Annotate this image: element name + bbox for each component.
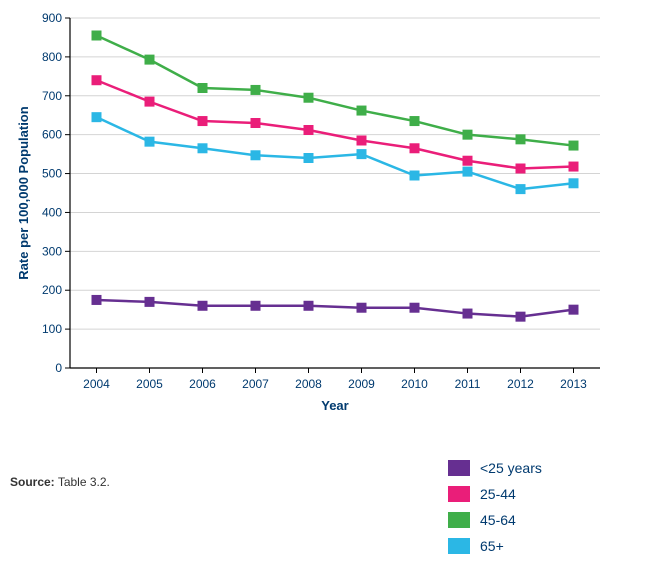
series-marker: [569, 162, 579, 172]
series-marker: [251, 118, 261, 128]
series-marker: [198, 301, 208, 311]
legend-item: 65+: [448, 533, 542, 559]
legend-label: 65+: [480, 538, 504, 554]
series-marker: [92, 295, 102, 305]
series-marker: [198, 83, 208, 93]
legend-swatch: [448, 486, 470, 502]
legend-item: <25 years: [448, 455, 542, 481]
x-axis-title: Year: [321, 398, 348, 413]
x-tick-label: 2008: [295, 377, 322, 391]
x-tick-label: 2004: [83, 377, 110, 391]
series-marker: [92, 31, 102, 41]
series-marker: [251, 85, 261, 95]
page-root: 0 100 200 300 400 500 600 700 800 900 2004 2005 2006…: [0, 0, 650, 580]
series-marker: [410, 143, 420, 153]
series-marker: [410, 303, 420, 313]
series-marker: [463, 309, 473, 319]
x-tick-label: 2013: [560, 377, 587, 391]
x-tick-label: 2009: [348, 377, 375, 391]
series-marker: [357, 303, 367, 313]
legend-label: <25 years: [480, 460, 542, 476]
chart-legend: <25 years 25-44 45-64 65+: [448, 455, 542, 559]
series-marker: [569, 141, 579, 151]
series-marker: [304, 93, 314, 103]
series-marker: [463, 130, 473, 140]
series-marker: [516, 184, 526, 194]
series-marker: [357, 106, 367, 116]
legend-swatch: [448, 538, 470, 554]
y-tick-label: 500: [42, 167, 62, 181]
legend-swatch: [448, 460, 470, 476]
legend-label: 25-44: [480, 486, 516, 502]
series-marker: [92, 75, 102, 85]
line-chart: 0 100 200 300 400 500 600 700 800 900 2004 2005 2006…: [10, 10, 615, 420]
y-tick-label: 800: [42, 50, 62, 64]
series-marker: [198, 116, 208, 126]
series-line: [97, 36, 574, 146]
legend-item: 25-44: [448, 481, 542, 507]
series-marker: [463, 167, 473, 177]
series-line: [97, 117, 574, 189]
y-tick-label: 100: [42, 322, 62, 336]
series-marker: [304, 125, 314, 135]
y-tick-label: 0: [55, 361, 62, 375]
x-tick-label: 2007: [242, 377, 269, 391]
y-tick-label: 600: [42, 128, 62, 142]
series-marker: [251, 150, 261, 160]
series-marker: [569, 305, 579, 315]
y-tick-label: 900: [42, 11, 62, 25]
series-marker: [198, 143, 208, 153]
series-marker: [304, 301, 314, 311]
chart-svg: 0 100 200 300 400 500 600 700 800 900 2004 2005 2006…: [10, 10, 615, 420]
series-line: [97, 300, 574, 317]
y-tick-label: 700: [42, 89, 62, 103]
source-text: Table 3.2.: [58, 475, 110, 489]
legend-swatch: [448, 512, 470, 528]
series-marker: [410, 171, 420, 181]
series-marker: [145, 97, 155, 107]
series-marker: [410, 116, 420, 126]
series-marker: [569, 178, 579, 188]
source-label: Source:: [10, 475, 55, 489]
series-marker: [145, 137, 155, 147]
series-marker: [145, 55, 155, 65]
series-marker: [304, 153, 314, 163]
source-note: Source: Table 3.2.: [10, 475, 110, 489]
series-marker: [516, 134, 526, 144]
y-axis-title: Rate per 100,000 Population: [16, 106, 31, 279]
x-tick-label: 2011: [455, 377, 481, 391]
legend-item: 45-64: [448, 507, 542, 533]
series-marker: [516, 312, 526, 322]
x-tick-label: 2010: [401, 377, 428, 391]
series-marker: [357, 136, 367, 146]
series-marker: [357, 149, 367, 159]
y-tick-label: 300: [42, 244, 62, 258]
legend-label: 45-64: [480, 512, 516, 528]
series-marker: [463, 156, 473, 166]
x-tick-label: 2006: [189, 377, 216, 391]
x-tick-label: 2005: [136, 377, 163, 391]
series-marker: [516, 164, 526, 174]
x-tick-label: 2012: [507, 377, 534, 391]
y-tick-label: 400: [42, 205, 62, 219]
y-tick-label: 200: [42, 283, 62, 297]
series-marker: [92, 112, 102, 122]
series-marker: [145, 297, 155, 307]
series-marker: [251, 301, 261, 311]
